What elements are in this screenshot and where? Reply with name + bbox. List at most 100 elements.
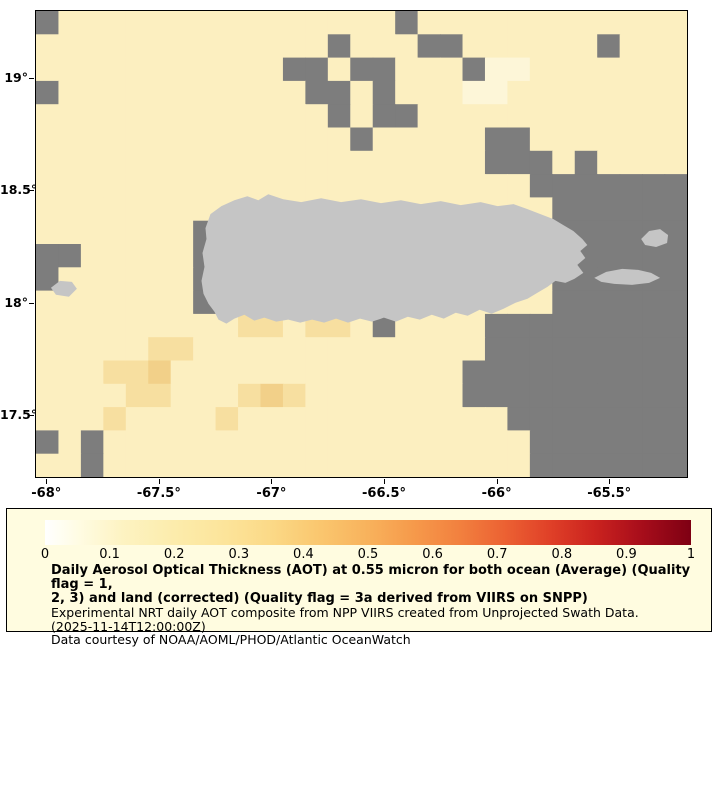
- aot-grid-cell: [36, 337, 60, 362]
- aot-grid-cell: [552, 290, 576, 315]
- aot-grid-cell: [552, 453, 576, 477]
- aot-grid-cell: [238, 360, 262, 385]
- aot-grid-cell: [193, 150, 217, 175]
- aot-grid-cell: [664, 407, 687, 431]
- aot-grid-cell: [36, 34, 60, 59]
- aot-grid-cell: [215, 360, 239, 385]
- aot-grid-cell: [215, 453, 239, 477]
- aot-grid-cell: [36, 174, 60, 198]
- aot-grid-cell: [350, 11, 374, 35]
- aot-grid-cell: [484, 313, 509, 338]
- aot-grid-cell: [193, 313, 217, 338]
- aot-grid-cell: [529, 337, 553, 362]
- aot-grid-cell: [36, 244, 60, 268]
- colorbar: [45, 520, 691, 545]
- aot-grid-cell: [552, 174, 576, 198]
- aot-grid-cell: [170, 80, 194, 105]
- aot-grid-cell: [305, 430, 329, 455]
- aot-grid-cell: [462, 80, 486, 105]
- x-tick: [158, 479, 160, 484]
- aot-grid-cell: [170, 430, 194, 455]
- aot-grid-cell: [125, 430, 149, 455]
- aot-grid-cell: [103, 407, 127, 431]
- aot-grid-cell: [36, 383, 60, 408]
- aot-grid-cell: [36, 360, 60, 385]
- aot-grid-cell: [282, 80, 306, 105]
- aot-grid-cell: [148, 80, 172, 105]
- aot-grid-cell: [462, 383, 486, 408]
- aot-grid-cell: [552, 11, 576, 35]
- aot-grid-cell: [305, 127, 329, 152]
- aot-grid-cell: [327, 453, 351, 477]
- aot-grid-cell: [642, 337, 666, 362]
- aot-grid-cell: [327, 360, 351, 385]
- aot-grid-cell: [260, 337, 284, 362]
- aot-grid-cell: [170, 267, 194, 292]
- x-tick-label: -66.5°: [362, 486, 407, 501]
- aot-grid-cell: [305, 337, 329, 362]
- aot-grid-cell: [148, 11, 172, 35]
- aot-grid-cell: [36, 407, 60, 431]
- aot-grid-cell: [58, 57, 82, 82]
- aot-grid-cell: [664, 11, 687, 35]
- aot-grid-cell: [395, 430, 419, 455]
- x-tick: [46, 479, 48, 484]
- aot-grid-cell: [619, 104, 643, 129]
- aot-grid-cell: [462, 57, 486, 82]
- aot-grid-cell: [125, 337, 149, 362]
- aot-grid-cell: [574, 360, 598, 385]
- aot-grid-cell: [597, 290, 621, 315]
- aot-grid-cell: [103, 244, 127, 268]
- aot-grid-cell: [260, 11, 284, 35]
- aot-grid-cell: [462, 360, 486, 385]
- x-tick: [496, 479, 498, 484]
- aot-grid-cell: [103, 34, 127, 59]
- aot-grid-cell: [529, 407, 553, 431]
- aot-grid-cell: [193, 127, 217, 152]
- aot-grid-cell: [574, 174, 598, 198]
- aot-grid-cell: [484, 430, 509, 455]
- aot-grid-cell: [350, 383, 374, 408]
- aot-grid-cell: [103, 290, 127, 315]
- aot-grid-cell: [215, 11, 239, 35]
- aot-grid-cell: [238, 337, 262, 362]
- aot-grid-cell: [664, 57, 687, 82]
- colorbar-tick-label: 0.8: [551, 547, 573, 562]
- aot-grid-cell: [417, 104, 441, 129]
- aot-grid-cell: [125, 407, 149, 431]
- aot-grid-cell: [80, 34, 104, 59]
- legend-caption-line: 2, 3) and land (corrected) (Quality flag…: [51, 591, 588, 606]
- aot-grid-cell: [260, 453, 284, 477]
- aot-grid-cell: [597, 360, 621, 385]
- aot-grid-cell: [440, 34, 464, 59]
- aot-grid-cell: [574, 197, 598, 222]
- aot-grid-cell: [350, 57, 374, 82]
- aot-grid-cell: [529, 57, 553, 82]
- aot-grid-cell: [125, 104, 149, 129]
- aot-grid-cell: [552, 104, 576, 129]
- aot-grid-cell: [440, 430, 464, 455]
- aot-grid-cell: [642, 360, 666, 385]
- aot-grid-cell: [148, 313, 172, 338]
- aot-grid-cell: [260, 57, 284, 82]
- aot-grid-cell: [80, 453, 104, 477]
- aot-grid-cell: [305, 11, 329, 35]
- aot-grid-cell: [148, 150, 172, 175]
- aot-grid-cell: [238, 34, 262, 59]
- aot-grid-cell: [148, 197, 172, 222]
- aot-grid-cell: [36, 150, 60, 175]
- aot-grid-cell: [350, 104, 374, 129]
- aot-grid-cell: [125, 80, 149, 105]
- aot-grid-cell: [642, 244, 666, 268]
- aot-grid-cell: [642, 197, 666, 222]
- aot-grid-cell: [372, 80, 396, 105]
- aot-grid-cell: [597, 337, 621, 362]
- aot-grid-cell: [260, 360, 284, 385]
- aot-grid-cell: [529, 34, 553, 59]
- aot-grid-cell: [372, 104, 396, 129]
- aot-grid-cell: [350, 430, 374, 455]
- aot-grid-cell: [193, 360, 217, 385]
- aot-grid-cell: [552, 313, 576, 338]
- aot-grid-cell: [395, 313, 419, 338]
- aot-grid-cell: [148, 57, 172, 82]
